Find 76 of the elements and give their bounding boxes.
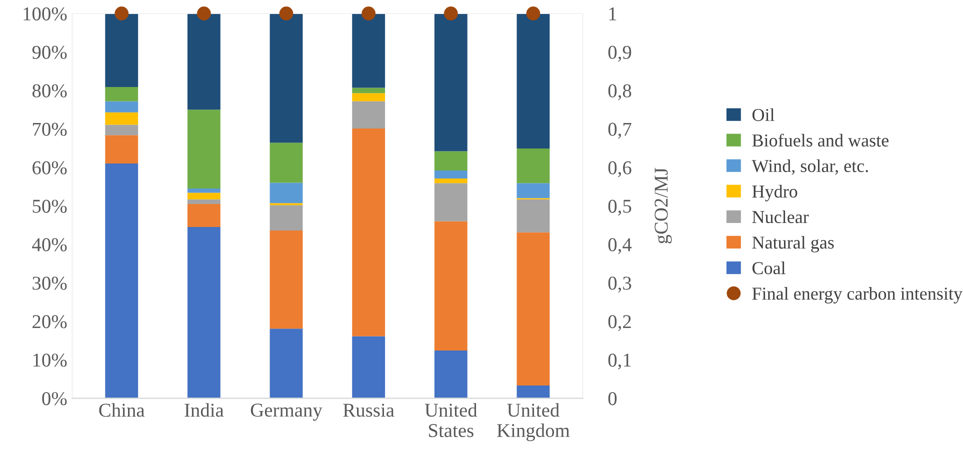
legend-label: Natural gas	[752, 236, 834, 252]
y-tick-label: 60%	[32, 161, 67, 174]
bar	[105, 164, 138, 398]
y-tick-label: 70%	[33, 122, 67, 136]
bar	[352, 14, 386, 88]
bar	[516, 14, 550, 149]
y-tick-label: 90%	[32, 46, 67, 59]
bar	[352, 336, 386, 398]
legend-label: Final energy carbon intensity	[752, 287, 962, 304]
bar	[352, 101, 386, 129]
y-tick-label: 10%	[33, 354, 67, 367]
bar	[105, 124, 138, 136]
bar	[187, 110, 220, 189]
y2-tick-label: 0,4	[608, 238, 632, 254]
y-tick-label: 0%	[42, 392, 67, 406]
bar	[434, 178, 468, 184]
y2-tick-label: 0,9	[608, 46, 632, 62]
legend-label: Coal	[752, 262, 786, 274]
bar	[187, 199, 220, 204]
bar	[516, 386, 550, 398]
bar	[434, 350, 468, 398]
bar	[434, 170, 468, 179]
bar	[516, 183, 550, 198]
bar	[270, 142, 303, 183]
bar	[270, 230, 303, 329]
y-tick-label: 20%	[32, 315, 67, 328]
y2-tick-label: 0,7	[608, 122, 632, 139]
legend-label: Biofuels and waste	[752, 134, 889, 147]
bar	[270, 328, 303, 398]
bar	[434, 221, 468, 351]
y-tick-label: 30%	[32, 276, 67, 290]
x-tick-label: Germany	[250, 404, 322, 421]
y2-tick-label: 1	[609, 7, 616, 20]
y-tick-label: 100%	[24, 7, 67, 20]
y2-tick-label: 0,5	[608, 200, 632, 216]
bar	[187, 204, 220, 228]
x-tick-label: China	[99, 403, 145, 417]
bar	[516, 199, 550, 232]
legend-label: Oil	[752, 108, 774, 122]
y-tick-label: 40%	[32, 238, 67, 252]
x-tick-label: India	[184, 403, 224, 417]
bar	[434, 151, 468, 170]
bar	[105, 86, 138, 102]
bar	[187, 227, 220, 398]
bar	[434, 14, 468, 152]
bar	[105, 101, 138, 112]
y2-tick-label: 0	[608, 392, 617, 406]
bar	[516, 148, 550, 184]
y-tick-label: 50%	[32, 200, 67, 213]
y2-tick-label: 0,6	[608, 161, 632, 178]
legend-label: Hydro	[752, 184, 798, 202]
bar	[105, 112, 138, 125]
bar	[187, 14, 220, 110]
y2-tick-label: 0,8	[608, 84, 632, 100]
bar	[352, 128, 386, 336]
x-tick-label: United Kingdom	[497, 403, 570, 442]
bar	[352, 93, 386, 102]
legend-label: Nuclear	[752, 210, 809, 224]
bar	[270, 205, 303, 230]
bar	[105, 14, 138, 87]
y2-tick-label: 0,1	[608, 354, 631, 370]
bar	[270, 14, 303, 143]
y2-tick-label: 0,3	[608, 276, 632, 293]
y2-axis-title: gCO2/MJ	[654, 168, 672, 244]
bar	[434, 183, 468, 222]
bar	[516, 232, 550, 386]
bar	[270, 182, 303, 204]
x-tick-label: United States	[424, 403, 478, 438]
y-tick-label: 80%	[32, 84, 67, 98]
legend-label: Wind, solar, etc.	[752, 159, 868, 175]
bar	[105, 135, 138, 164]
x-tick-label: Russia	[343, 404, 394, 417]
y2-tick-label: 0,2	[608, 315, 631, 332]
bar	[187, 192, 220, 200]
bar	[352, 88, 386, 94]
bar	[187, 188, 220, 193]
